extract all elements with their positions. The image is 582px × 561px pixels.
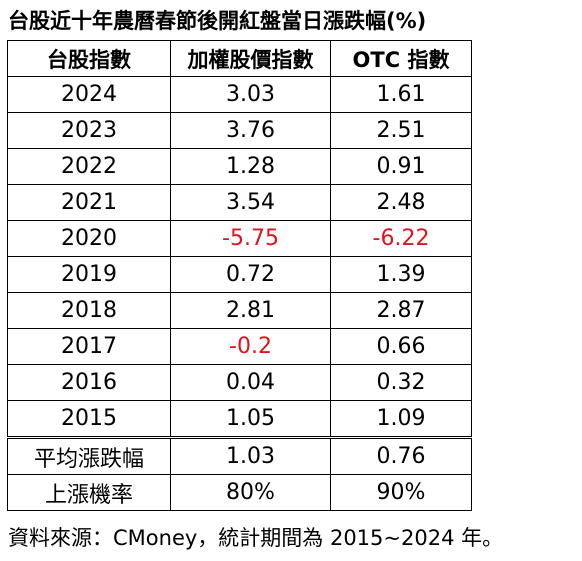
year-cell: 2017: [7, 328, 171, 365]
year-cell: 2019: [7, 256, 171, 293]
taiex-cell: 3.54: [170, 184, 331, 221]
table-row: 2022 1.28 0.91: [7, 148, 472, 185]
taiex-cell: 3.76: [170, 112, 331, 149]
table-row: 2015 1.05 1.09: [7, 400, 472, 438]
year-cell: 2016: [7, 364, 171, 401]
table-row: 2019 0.72 1.39: [7, 256, 472, 293]
table-title: 台股近十年農曆春節後開紅盤當日漲跌幅(%): [8, 9, 427, 33]
otc-cell: 2.48: [330, 184, 472, 221]
summary-label: 上漲機率: [7, 474, 171, 511]
otc-cell: 2.87: [330, 292, 472, 329]
summary-otc: 90%: [330, 474, 472, 511]
table-row: 2017 -0.2 0.66: [7, 328, 472, 365]
summary-row-average: 平均漲跌幅 1.03 0.76: [7, 436, 472, 475]
otc-cell: 2.51: [330, 112, 472, 149]
year-cell: 2022: [7, 148, 171, 185]
year-cell: 2015: [7, 400, 171, 438]
header-index: 台股指數: [7, 40, 171, 77]
table-row: 2021 3.54 2.48: [7, 184, 472, 221]
header-taiex: 加權股價指數: [170, 40, 331, 77]
summary-label: 平均漲跌幅: [7, 436, 171, 475]
year-cell: 2023: [7, 112, 171, 149]
year-cell: 2020: [7, 220, 171, 257]
summary-taiex: 80%: [170, 474, 331, 511]
otc-cell: 0.91: [330, 148, 472, 185]
year-cell: 2018: [7, 292, 171, 329]
taiex-cell: 3.03: [170, 76, 331, 113]
otc-cell: 1.09: [330, 400, 472, 438]
taiex-cell: -0.2: [170, 328, 331, 365]
otc-cell: 0.66: [330, 328, 472, 365]
taiex-cell: -5.75: [170, 220, 331, 257]
otc-cell: 1.61: [330, 76, 472, 113]
header-row: 台股指數 加權股價指數 OTC 指數: [7, 40, 472, 77]
table-row: 2016 0.04 0.32: [7, 364, 472, 401]
taiex-cell: 0.04: [170, 364, 331, 401]
otc-cell: 0.32: [330, 364, 472, 401]
summary-otc: 0.76: [330, 436, 472, 475]
summary-taiex: 1.03: [170, 436, 331, 475]
source-note: 資料來源：CMoney，統計期間為 2015~2024 年。: [8, 526, 504, 550]
otc-cell: 1.39: [330, 256, 472, 293]
table-row: 2023 3.76 2.51: [7, 112, 472, 149]
taiex-cell: 0.72: [170, 256, 331, 293]
year-cell: 2024: [7, 76, 171, 113]
summary-row-rise-rate: 上漲機率 80% 90%: [7, 474, 472, 511]
taiex-cell: 2.81: [170, 292, 331, 329]
header-otc: OTC 指數: [330, 40, 472, 77]
table-row: 2024 3.03 1.61: [7, 76, 472, 113]
table-row: 2018 2.81 2.87: [7, 292, 472, 329]
index-change-table: 台股指數 加權股價指數 OTC 指數 2024 3.03 1.61 2023 3.76 2…: [7, 40, 472, 511]
taiex-cell: 1.28: [170, 148, 331, 185]
table-row: 2020 -5.75 -6.22: [7, 220, 472, 257]
year-cell: 2021: [7, 184, 171, 221]
otc-cell: -6.22: [330, 220, 472, 257]
taiex-cell: 1.05: [170, 400, 331, 438]
